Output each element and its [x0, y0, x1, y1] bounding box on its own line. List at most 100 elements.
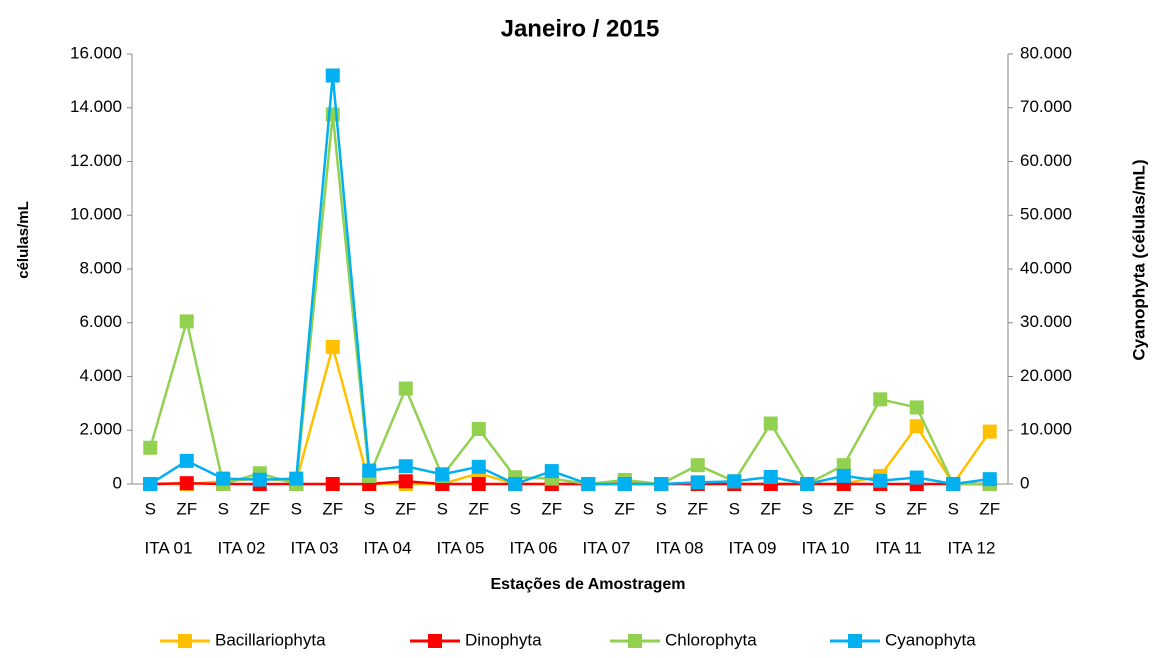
y-tick-label: 10.000: [70, 205, 122, 224]
y-tick-label: 0: [113, 473, 122, 492]
point: [544, 464, 559, 479]
point: [362, 463, 377, 478]
y2-tick-label: 80.000: [1020, 43, 1072, 62]
point: [836, 468, 851, 483]
chart-title: Janeiro / 2015: [501, 15, 660, 42]
point: [289, 471, 304, 486]
y2-tick-label: 70.000: [1020, 97, 1072, 116]
point: [763, 416, 778, 431]
x-tick-label: S: [145, 499, 156, 518]
x-tick-label: ZF: [322, 499, 343, 518]
point: [435, 467, 450, 482]
legend-label: Chlorophyta: [665, 630, 757, 649]
y2-tick-label: 10.000: [1020, 420, 1072, 439]
y-tick-label: 14.000: [70, 97, 122, 116]
x-tick-label: S: [729, 499, 740, 518]
legend-marker: [848, 634, 862, 648]
point: [398, 381, 413, 396]
x-tick-label: ZF: [979, 499, 1000, 518]
point: [654, 477, 669, 491]
point: [909, 400, 924, 415]
x-tick-label: ZF: [760, 499, 781, 518]
group-label: ITA 02: [218, 538, 266, 557]
legend-label: Bacillariophyta: [215, 630, 326, 649]
x-tick-label: S: [656, 499, 667, 518]
y2-axis-title: Cyanophyta (células/mL): [1129, 159, 1148, 360]
group-label: ITA 01: [145, 538, 193, 557]
group-label: ITA 09: [729, 538, 777, 557]
y-tick-label: 6.000: [79, 312, 122, 331]
point: [252, 472, 267, 487]
point: [982, 472, 997, 487]
point: [143, 440, 158, 455]
group-label: ITA 04: [364, 538, 412, 557]
y2-tick-label: 0: [1020, 473, 1029, 492]
point: [325, 339, 340, 354]
group-label: ITA 11: [875, 538, 922, 557]
point: [946, 477, 961, 491]
point: [581, 477, 596, 491]
point: [617, 477, 632, 491]
point: [325, 477, 340, 491]
y2-tick-label: 20.000: [1020, 366, 1072, 385]
x-tick-label: S: [510, 499, 521, 518]
point: [836, 458, 851, 473]
point: [471, 459, 486, 474]
series-line: [149, 114, 990, 486]
y-tick-label: 4.000: [79, 366, 122, 385]
x-tick-label: ZF: [249, 499, 270, 518]
point: [909, 470, 924, 485]
x-tick-label: S: [875, 499, 886, 518]
x-tick-label: ZF: [687, 499, 708, 518]
point: [982, 424, 997, 439]
series-line: [149, 75, 990, 486]
point: [398, 474, 413, 489]
x-tick-label: ZF: [833, 499, 854, 518]
point: [179, 476, 194, 491]
x-tick-label: ZF: [395, 499, 416, 518]
point: [873, 473, 888, 488]
legend-marker: [428, 634, 442, 648]
point: [909, 419, 924, 434]
point: [873, 392, 888, 407]
y-tick-label: 12.000: [70, 151, 122, 170]
x-tick-label: S: [437, 499, 448, 518]
x-axis-title: Estações de Amostragem: [490, 576, 685, 593]
x-tick-label: ZF: [614, 499, 635, 518]
group-label: ITA 05: [437, 538, 485, 557]
legend-label: Cyanophyta: [885, 630, 976, 649]
point: [179, 314, 194, 329]
series-line: [150, 342, 991, 487]
point: [143, 477, 158, 491]
point: [398, 459, 413, 474]
point: [471, 477, 486, 491]
y-tick-label: 2.000: [79, 420, 122, 439]
x-tick-label: S: [218, 499, 229, 518]
y2-tick-label: 60.000: [1020, 151, 1072, 170]
point: [690, 475, 705, 490]
y2-tick-label: 50.000: [1020, 205, 1072, 224]
x-tick-label: ZF: [906, 499, 927, 518]
group-label: ITA 08: [656, 538, 704, 557]
x-tick-label: S: [364, 499, 375, 518]
x-tick-label: S: [802, 499, 813, 518]
group-label: ITA 03: [291, 538, 339, 557]
point: [727, 474, 742, 489]
x-tick-label: ZF: [176, 499, 197, 518]
x-tick-label: S: [291, 499, 302, 518]
group-label: ITA 12: [948, 538, 996, 557]
legend-marker: [628, 634, 642, 648]
y-tick-label: 16.000: [70, 43, 122, 62]
y2-tick-label: 40.000: [1020, 258, 1072, 277]
point: [763, 470, 778, 485]
y-axis-title: células/mL: [15, 201, 32, 279]
y2-tick-label: 30.000: [1020, 312, 1072, 331]
x-tick-label: S: [583, 499, 594, 518]
group-label: ITA 06: [510, 538, 558, 557]
group-label: ITA 07: [583, 538, 631, 557]
y-tick-label: 8.000: [79, 258, 122, 277]
legend-label: Dinophyta: [465, 630, 542, 649]
point: [690, 458, 705, 473]
